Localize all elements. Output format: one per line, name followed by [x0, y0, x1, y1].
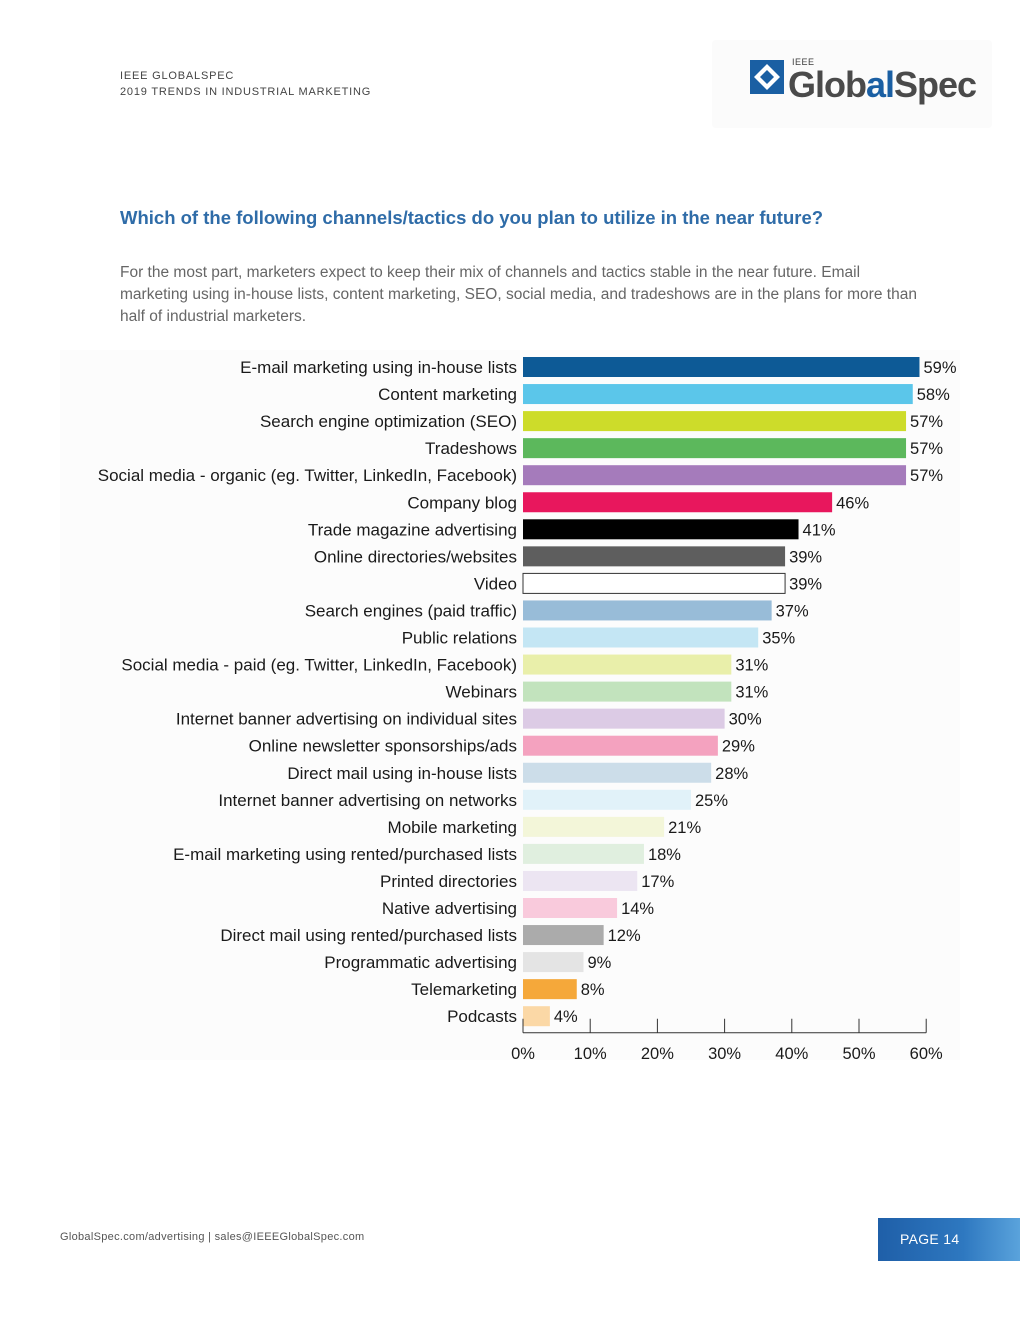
bar: [523, 898, 618, 918]
category-label: Search engine optimization (SEO): [260, 412, 517, 431]
logo-word-a: Glob: [788, 64, 867, 105]
bar: [523, 627, 759, 648]
category-label: Online directories/websites: [314, 547, 517, 566]
bar: [523, 465, 907, 486]
category-label: E-mail marketing using rented/purchased …: [173, 845, 517, 864]
value-label: 46%: [836, 494, 869, 512]
x-tick-label: 40%: [775, 1045, 808, 1063]
logo-diamond-icon: [750, 60, 784, 94]
bar: [523, 681, 732, 702]
value-label: 8%: [581, 981, 605, 999]
value-label: 57%: [910, 440, 943, 458]
value-label: 31%: [735, 657, 768, 675]
bar: [523, 384, 913, 405]
bar: [523, 870, 638, 891]
x-tick-label: 30%: [708, 1045, 741, 1063]
value-label: 29%: [722, 738, 755, 756]
footer-contact: GlobalSpec.com/advertising | sales@IEEEG…: [60, 1231, 365, 1243]
value-label: 9%: [587, 954, 611, 972]
value-label: 28%: [715, 765, 748, 783]
bar: [523, 708, 725, 729]
bar: [523, 816, 665, 837]
logo-ieee-text: IEEE: [792, 57, 815, 67]
value-label: 4%: [554, 1008, 578, 1026]
category-label: Search engines (paid traffic): [305, 601, 517, 620]
bar: [523, 411, 907, 432]
value-label: 41%: [803, 521, 836, 539]
survey-question: Which of the following channels/tactics …: [120, 207, 824, 228]
x-tick-label: 50%: [842, 1045, 875, 1063]
value-label: 18%: [648, 846, 681, 864]
category-label: Telemarketing: [411, 980, 517, 999]
bar: [523, 952, 584, 973]
bar: [523, 438, 907, 459]
category-label: Video: [474, 574, 517, 593]
value-label: 17%: [641, 873, 674, 891]
bar: [523, 492, 833, 513]
category-label: E-mail marketing using in-house lists: [240, 358, 517, 377]
category-label: Direct mail using in-house lists: [287, 764, 517, 783]
value-label: 57%: [910, 467, 943, 485]
bar: [523, 546, 786, 567]
category-label: Trade magazine advertising: [308, 520, 517, 539]
value-label: 30%: [729, 711, 762, 729]
category-label: Direct mail using rented/purchased lists: [220, 926, 517, 945]
category-label: Internet banner advertising on networks: [218, 791, 517, 810]
summary-text: For the most part, marketers expect to k…: [120, 264, 917, 325]
bar: [523, 979, 577, 1000]
bar: [523, 357, 920, 377]
category-label: Content marketing: [378, 385, 517, 404]
x-tick-label: 0%: [511, 1045, 535, 1063]
category-label: Internet banner advertising on individua…: [176, 710, 517, 729]
category-label: Mobile marketing: [388, 818, 517, 837]
bar: [523, 654, 732, 675]
report-header: IEEE GLOBALSPEC 2019 TRENDS IN INDUSTRIA…: [120, 68, 371, 100]
category-label: Social media - organic (eg. Twitter, Lin…: [98, 466, 517, 485]
value-label: 35%: [762, 630, 795, 648]
value-label: 39%: [789, 575, 822, 593]
value-label: 57%: [910, 413, 943, 431]
category-label: Social media - paid (eg. Twitter, Linked…: [121, 656, 517, 675]
value-label: 14%: [621, 900, 654, 918]
value-label: 25%: [695, 792, 728, 810]
category-label: Podcasts: [447, 1007, 517, 1026]
category-label: Company blog: [407, 493, 517, 512]
logo-wordmark: GlobalSpec: [788, 64, 977, 105]
bar: [523, 600, 772, 621]
page-number-badge: PAGE 14: [878, 1218, 1020, 1261]
category-label: Online newsletter sponsorships/ads: [249, 737, 517, 756]
globalspec-logo: IEEE GlobalSpec: [712, 40, 992, 128]
value-label: 31%: [735, 684, 768, 702]
bar: [523, 762, 712, 783]
category-label: Programmatic advertising: [324, 953, 517, 972]
value-label: 37%: [776, 602, 809, 620]
category-label: Printed directories: [380, 872, 517, 891]
bar-chart: E-mail marketing using in-house lists 59%…: [98, 357, 957, 1063]
value-label: 12%: [608, 927, 641, 945]
value-label: 21%: [668, 819, 701, 837]
bar: [522, 572, 786, 594]
x-tick-label: 60%: [910, 1045, 943, 1063]
value-label: 59%: [923, 359, 956, 377]
category-label: Webinars: [446, 683, 518, 702]
report-header-org: IEEE GLOBALSPEC: [120, 70, 235, 82]
value-label: 39%: [789, 548, 822, 566]
bar: [523, 789, 691, 810]
value-label: 58%: [917, 386, 950, 404]
bar: [523, 735, 718, 756]
x-tick-label: 20%: [641, 1045, 674, 1063]
x-tick-label: 10%: [574, 1045, 607, 1063]
bar: [523, 925, 604, 946]
report-header-title: 2019 TRENDS IN INDUSTRIAL MARKETING: [120, 86, 372, 98]
bar: [523, 1006, 550, 1027]
category-label: Tradeshows: [425, 439, 517, 458]
category-label: Public relations: [402, 629, 517, 648]
category-label: Native advertising: [382, 899, 517, 918]
logo-word-c: Spec: [894, 64, 977, 105]
bar: [523, 843, 644, 864]
bar: [523, 519, 799, 540]
logo-word-b: al: [865, 64, 895, 105]
